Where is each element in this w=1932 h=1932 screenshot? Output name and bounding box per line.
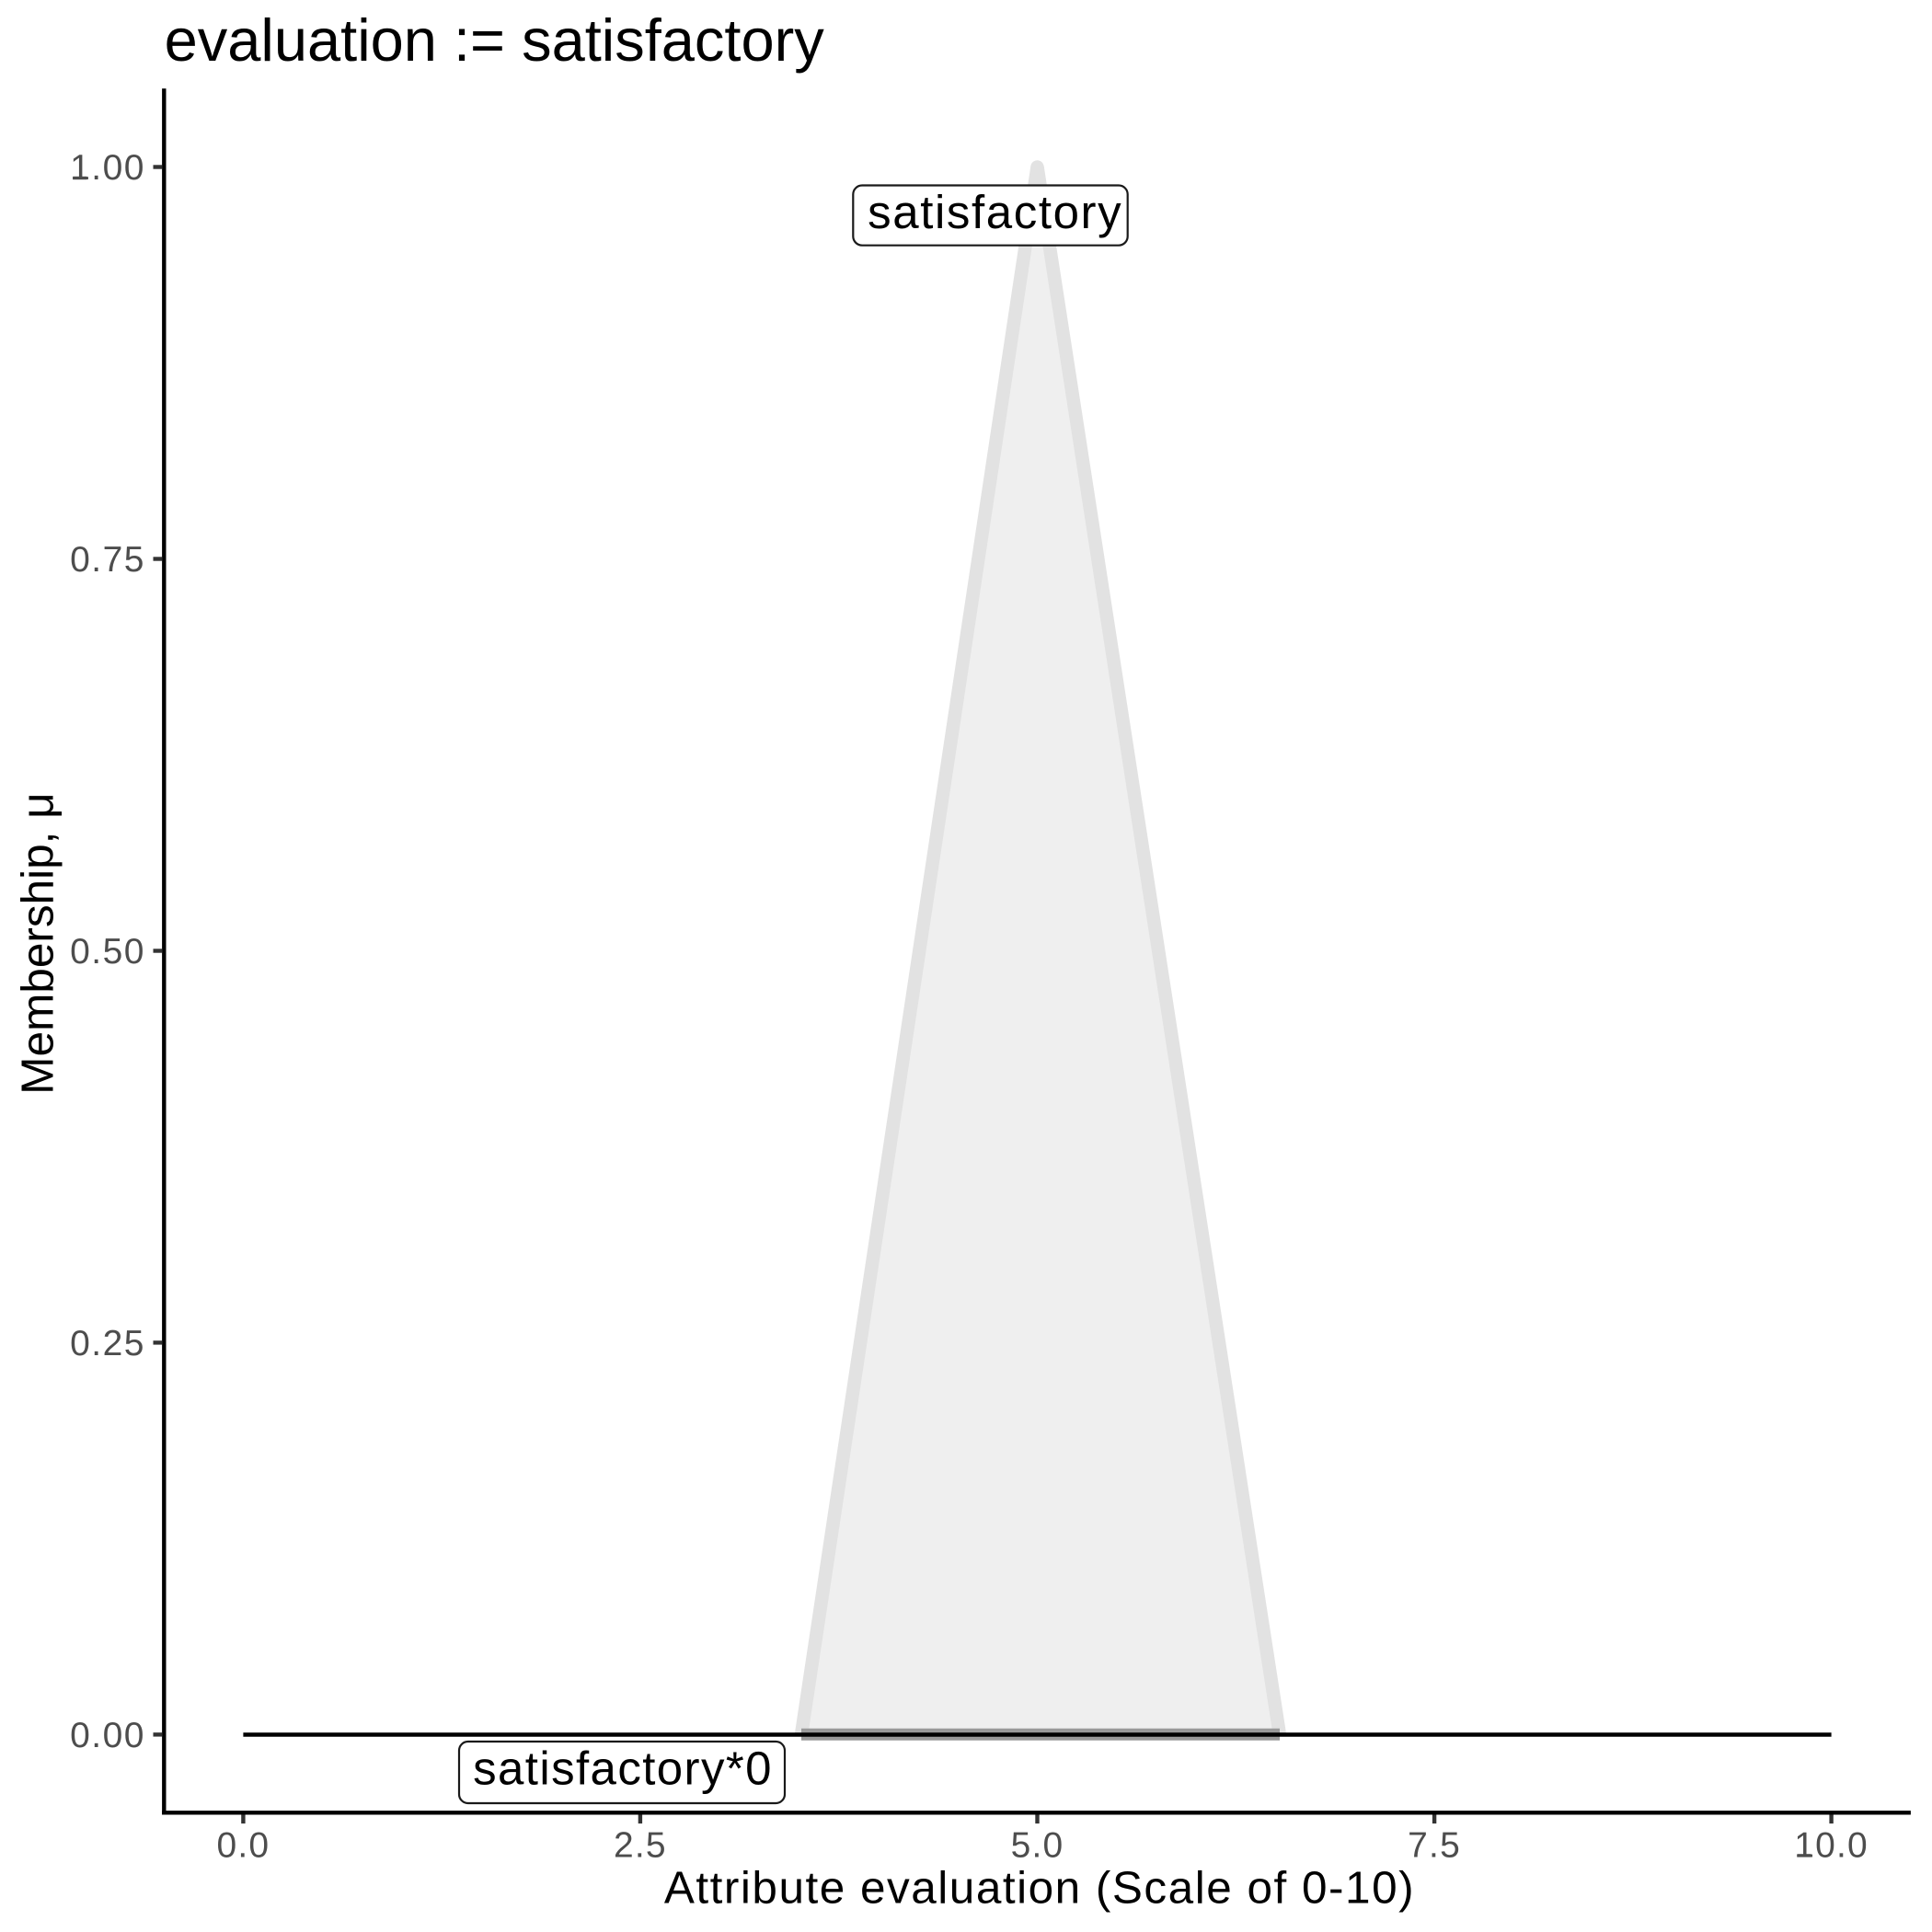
svg-text:7.5: 7.5 xyxy=(1408,1826,1461,1866)
svg-text:0.25: 0.25 xyxy=(70,1324,145,1363)
svg-text:0.50: 0.50 xyxy=(70,932,145,972)
svg-text:5.0: 5.0 xyxy=(1011,1826,1064,1866)
svg-text:10.0: 10.0 xyxy=(1794,1826,1869,1866)
svg-text:1.00: 1.00 xyxy=(70,148,145,188)
svg-text:evaluation := satisfactory: evaluation := satisfactory xyxy=(165,6,825,74)
svg-text:satisfactory: satisfactory xyxy=(868,186,1122,238)
svg-text:0.00: 0.00 xyxy=(70,1716,145,1755)
svg-text:2.5: 2.5 xyxy=(614,1826,667,1866)
svg-text:satisfactory*0: satisfactory*0 xyxy=(473,1742,773,1794)
svg-text:Attribute evaluation (Scale of: Attribute evaluation (Scale of 0-10) xyxy=(664,1863,1415,1914)
svg-text:0.75: 0.75 xyxy=(70,540,145,580)
svg-text:0.0: 0.0 xyxy=(216,1826,270,1866)
svg-text:Membership, μ: Membership, μ xyxy=(13,792,63,1094)
